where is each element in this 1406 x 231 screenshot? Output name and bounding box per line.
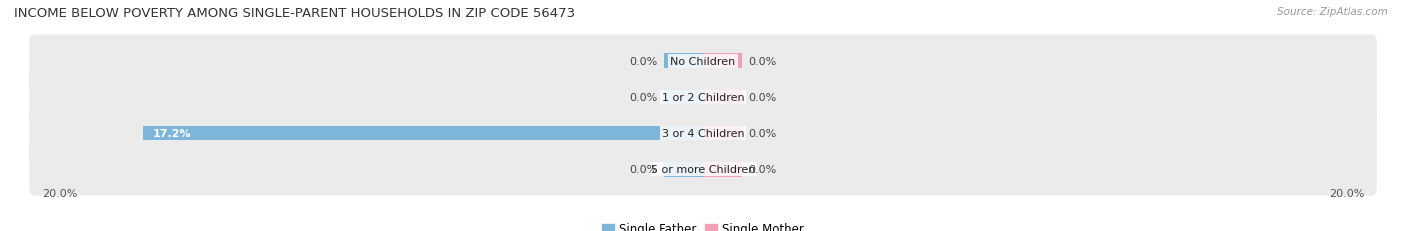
Legend: Single Father, Single Mother: Single Father, Single Mother xyxy=(598,217,808,231)
Text: 0.0%: 0.0% xyxy=(628,56,658,66)
Bar xyxy=(142,126,703,141)
Bar xyxy=(703,90,742,105)
Text: 0.0%: 0.0% xyxy=(748,128,778,139)
Text: No Children: No Children xyxy=(671,56,735,66)
FancyBboxPatch shape xyxy=(30,143,1376,196)
Bar xyxy=(664,54,703,69)
FancyBboxPatch shape xyxy=(30,35,1376,88)
Text: 5 or more Children: 5 or more Children xyxy=(651,165,755,175)
Text: 17.2%: 17.2% xyxy=(152,128,191,139)
Text: 0.0%: 0.0% xyxy=(628,165,658,175)
Bar xyxy=(703,162,742,177)
Bar xyxy=(664,90,703,105)
Bar xyxy=(664,162,703,177)
Text: 1 or 2 Children: 1 or 2 Children xyxy=(662,92,744,103)
FancyBboxPatch shape xyxy=(30,71,1376,124)
Bar xyxy=(703,126,742,141)
Text: 20.0%: 20.0% xyxy=(1329,188,1364,198)
Text: 0.0%: 0.0% xyxy=(748,92,778,103)
Text: Source: ZipAtlas.com: Source: ZipAtlas.com xyxy=(1277,7,1388,17)
Text: 0.0%: 0.0% xyxy=(628,92,658,103)
Bar xyxy=(703,54,742,69)
Text: 20.0%: 20.0% xyxy=(42,188,77,198)
Text: 0.0%: 0.0% xyxy=(748,56,778,66)
Text: 3 or 4 Children: 3 or 4 Children xyxy=(662,128,744,139)
Text: INCOME BELOW POVERTY AMONG SINGLE-PARENT HOUSEHOLDS IN ZIP CODE 56473: INCOME BELOW POVERTY AMONG SINGLE-PARENT… xyxy=(14,7,575,20)
Text: 0.0%: 0.0% xyxy=(748,165,778,175)
FancyBboxPatch shape xyxy=(30,107,1376,160)
